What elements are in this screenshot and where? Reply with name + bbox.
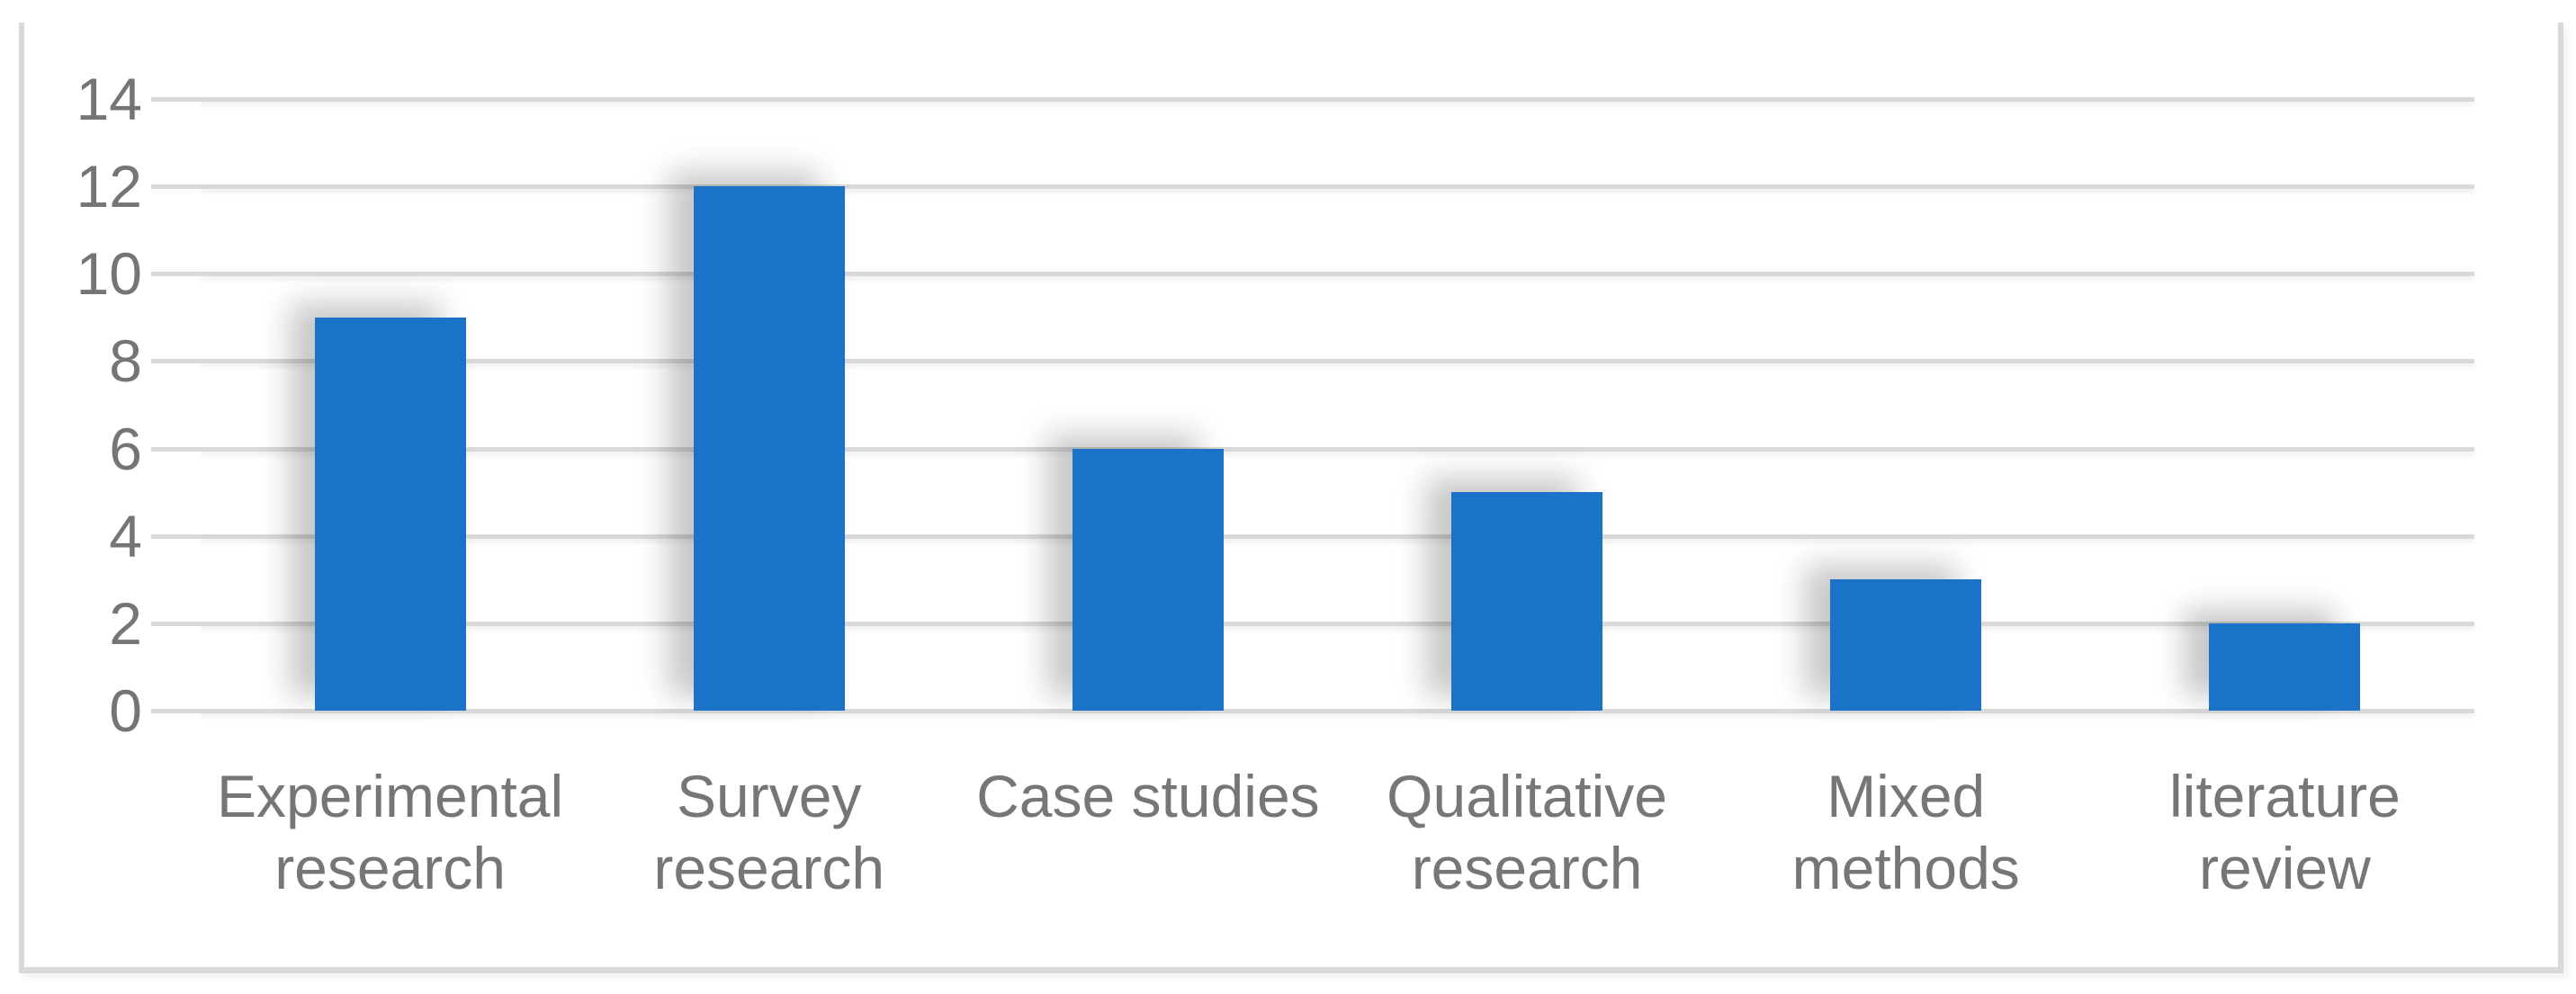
- gridline: [201, 621, 2474, 626]
- bar: [314, 317, 466, 711]
- y-axis-tick: [151, 359, 201, 364]
- x-category-label: Survey research: [653, 763, 885, 901]
- bar: [2209, 622, 2361, 711]
- bar: [1072, 448, 1224, 711]
- gridline: [201, 272, 2474, 277]
- y-axis-tick: [151, 272, 201, 277]
- y-tick-label: 4: [109, 502, 142, 569]
- x-category-label: Experimental research: [216, 763, 564, 901]
- y-axis-tick: [151, 446, 201, 452]
- y-axis-tick: [151, 621, 201, 626]
- gridline: [201, 97, 2474, 102]
- y-axis-tick: [151, 184, 201, 190]
- gridline: [201, 533, 2474, 539]
- gridline: [201, 709, 2474, 713]
- x-category-label: Case studies: [976, 763, 1320, 829]
- y-axis-tick: [151, 709, 201, 713]
- y-axis-tick: [151, 97, 201, 102]
- y-tick-label: 2: [109, 589, 142, 657]
- y-axis-tick: [151, 533, 201, 539]
- x-category-label: Qualitative research: [1387, 763, 1667, 901]
- y-tick-label: 12: [76, 153, 142, 220]
- bar: [1451, 492, 1603, 711]
- gridline: [201, 446, 2474, 452]
- bar: [693, 186, 845, 711]
- y-tick-label: 0: [109, 677, 142, 744]
- x-category-label: Mixed methods: [1791, 763, 2020, 901]
- y-tick-label: 6: [109, 415, 142, 482]
- y-tick-label: 14: [76, 66, 142, 132]
- bar: [1830, 579, 1982, 711]
- y-tick-label: 8: [109, 327, 142, 395]
- y-tick-label: 10: [76, 240, 142, 308]
- gridline: [201, 359, 2474, 364]
- gridline: [201, 184, 2474, 190]
- x-category-label: literature review: [2169, 763, 2401, 901]
